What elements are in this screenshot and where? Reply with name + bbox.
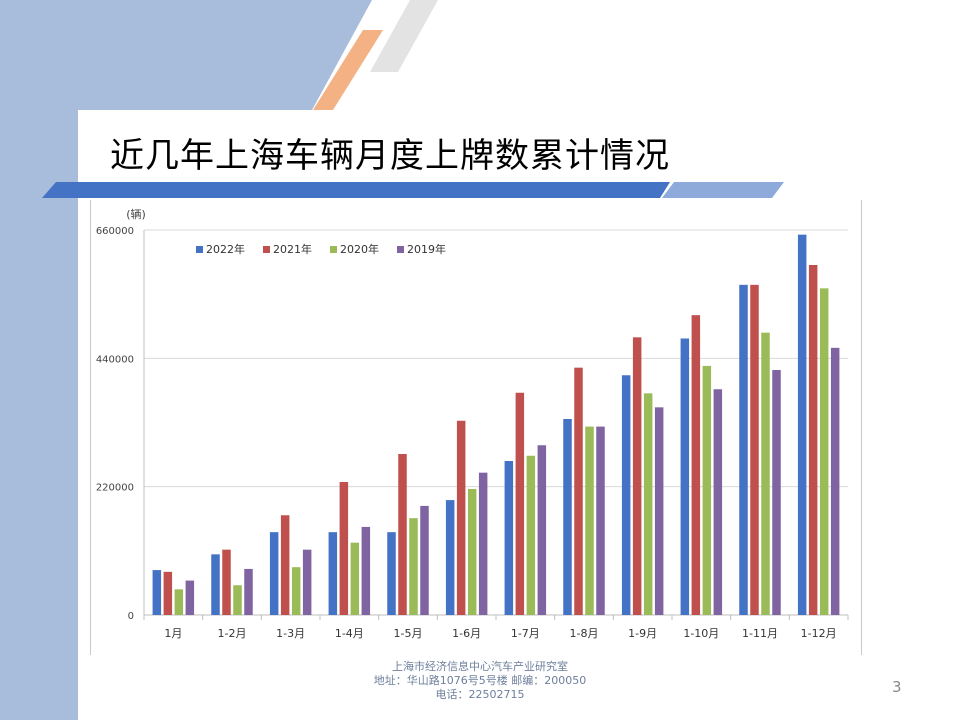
chart-frame: 0 220000 440000 660000 (辆) 1月 1-2月 1-3月 1-4月 1-5月… [90,200,862,655]
bar-2022年-1-12月 [797,234,807,615]
bar-2020年-1-12月 [819,288,829,615]
legend-swatch [263,246,270,253]
y-tick-label: 0 [128,611,134,622]
underline-light-bar [662,182,784,198]
bar-2019年-1-2月 [244,568,253,615]
x-category-label: 1-7月 [511,627,540,640]
title-card [78,110,960,192]
bar-2020年-1-4月 [350,542,360,615]
bar-2022年-1-4月 [328,532,338,615]
legend-swatch [196,246,203,253]
bar-2022年-1-9月 [621,375,631,615]
left-decor-band [0,0,78,720]
title-underline [42,182,784,198]
bar-2021年-1-3月 [280,515,290,615]
footer-org: 上海市经济信息中心汽车产业研究室 [392,660,568,673]
bar-2021年-1-11月 [750,284,759,615]
bar-2021年-1-5月 [398,454,407,615]
bar-2019年-1-9月 [654,407,664,615]
x-category-label: 1-11月 [742,627,778,640]
top-decor-banner [0,0,438,110]
bar-2019年-1-5月 [420,505,429,615]
x-category-label: 1-10月 [683,627,719,640]
bar-2020年-1-10月 [702,365,712,615]
bar-2021年-1-4月 [339,482,349,615]
bar-chart: 0 220000 440000 660000 (辆) 1月 1-2月 1-3月 1-4月 1-5月… [96,207,849,640]
bar-2022年-1-8月 [563,419,572,615]
legend-label: 2022年 [206,242,245,256]
bar-2019年-1-11月 [772,370,781,615]
bar-2022年-1-7月 [504,461,514,615]
legend-swatch [397,246,404,253]
slide-title: 近几年上海车辆月度上牌数累计情况 [110,136,670,176]
bar-2020年-1-5月 [409,518,418,615]
bar-2021年-1-6月 [456,420,466,615]
bar-2022年-1-11月 [739,284,748,615]
bar-2021年-1-2月 [222,549,231,615]
bar-2020年-1-6月 [467,489,477,615]
bar-2021年-1-8月 [574,367,583,615]
y-unit-label: (辆) [126,207,146,221]
x-category-label: 1-6月 [452,627,481,640]
underline-dark-bar [42,182,670,198]
banner-gray-stripe [370,0,438,72]
legend-label: 2021年 [273,242,312,256]
bar-2019年-1-6月 [478,472,488,615]
bar-2020年-1-2月 [233,585,242,615]
page-number: 3 [892,678,902,696]
bar-2020年-1-9月 [643,393,653,615]
bar-2019年-1-7月 [537,445,547,615]
footer: 上海市经济信息中心汽车产业研究室 地址：华山路1076号5号楼 邮编：20005… [330,660,630,702]
bar-2021年-1-12月 [808,265,818,615]
bar-2020年-1-7月 [526,455,536,615]
bar-2022年-1-3月 [269,532,279,615]
bar-2019年-1-3月 [302,549,312,615]
bar-2019年-1-4月 [361,526,371,615]
bar-2020年-1-11月 [761,332,770,615]
banner-orange-stripe [313,30,383,110]
bar-2021年-1-7月 [515,392,525,615]
x-category-label: 1-2月 [218,627,247,640]
bar-2021年-1月 [163,571,173,615]
bar-2019年-1月 [185,580,195,615]
bar-2019年-1-10月 [713,389,723,615]
x-category-label: 1月 [164,627,182,640]
x-category-label: 1-5月 [394,627,423,640]
bar-2019年-1-8月 [596,426,605,615]
legend-label: 2020年 [340,242,379,256]
bar-2021年-1-10月 [691,315,701,615]
bar-2022年-1月 [152,570,162,615]
y-tick-label: 440000 [96,354,134,365]
bar-2022年-1-5月 [387,532,396,615]
y-tick-label: 220000 [96,483,134,494]
bar-2020年-1-3月 [291,567,301,615]
bar-2021年-1-9月 [632,337,642,615]
x-category-label: 1-12月 [801,627,837,640]
legend-label: 2019年 [407,242,446,256]
bar-2019年-1-12月 [830,347,840,615]
bar-2022年-1-6月 [445,500,455,615]
footer-address: 地址：华山路1076号5号楼 邮编：200050 [373,674,587,687]
y-tick-label: 660000 [96,226,134,237]
banner-blue-shape [0,0,372,110]
bar-2022年-1-2月 [211,554,220,615]
bar-2020年-1-8月 [585,426,594,615]
x-category-label: 1-8月 [570,627,599,640]
x-category-label: 1-9月 [628,627,657,640]
x-category-label: 1-4月 [335,627,364,640]
x-category-label: 1-3月 [276,627,305,640]
legend-swatch [330,246,337,253]
bar-2022年-1-10月 [680,338,690,615]
footer-phone: 电话：22502715 [435,688,525,701]
bar-2020年-1月 [174,589,184,615]
